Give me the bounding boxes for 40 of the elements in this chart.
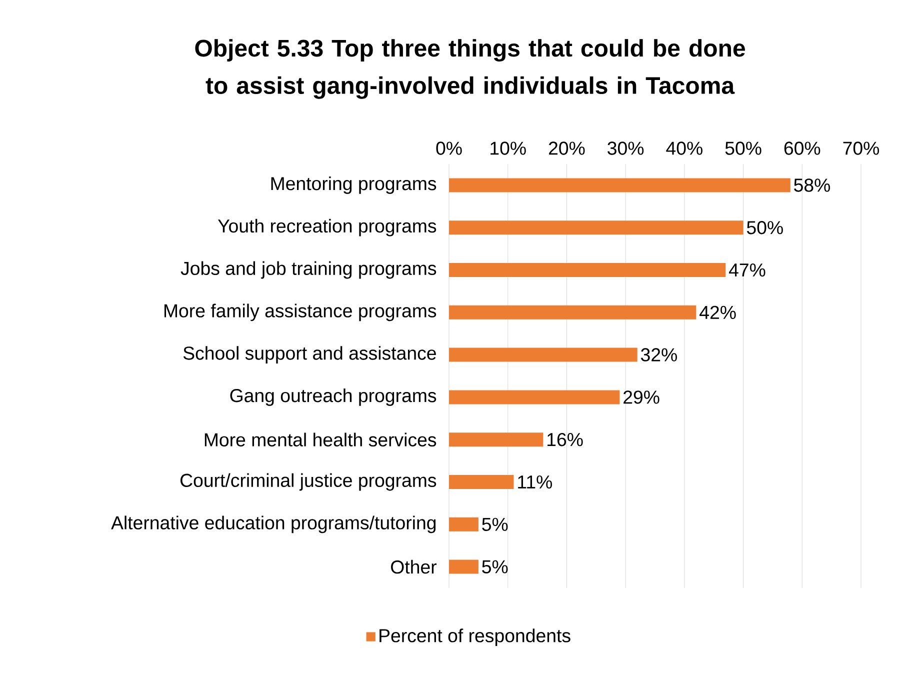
data-label: 11%: [518, 475, 552, 489]
x-tick-label: 10%: [490, 142, 526, 155]
y-tick-label: Other: [391, 560, 437, 574]
x-tick-label: 20%: [548, 142, 585, 155]
bar: [449, 474, 514, 489]
data-label: 16%: [548, 432, 583, 446]
x-tick-label: 50%: [725, 142, 762, 155]
bar: [449, 432, 544, 447]
bar: [449, 263, 726, 277]
y-tick-label: Court/criminal justice programs: [180, 473, 436, 491]
x-tick-label: 60%: [784, 142, 820, 155]
x-tick-label: 0%: [436, 142, 462, 155]
x-tick-label: 70%: [843, 142, 879, 155]
bar: [449, 348, 638, 362]
y-tick-label: Mentoring programs: [271, 176, 436, 194]
y-tick-label: School support and assistance: [183, 346, 436, 364]
bar: [449, 178, 790, 192]
x-tick-label: 40%: [666, 142, 702, 155]
legend-label: Percent of respondents: [380, 628, 570, 646]
bar: [449, 517, 478, 532]
bar: [449, 305, 696, 320]
x-tick-label: 30%: [608, 142, 644, 155]
bar: [449, 220, 744, 235]
y-tick-label: More mental health services: [204, 432, 436, 446]
data-label: 5%: [482, 518, 508, 531]
y-tick-label: Alternative education programs/tutoring: [111, 516, 436, 534]
chart-title: Object 5.33 Top three things that could be done to assist gang-involved individuals in Tacoma: [195, 39, 745, 99]
data-label: 50%: [746, 220, 783, 234]
y-tick-label: Youth recreation programs: [218, 218, 436, 236]
y-tick-label: Gang outreach programs: [230, 388, 436, 406]
data-label: 58%: [794, 178, 830, 192]
bar: [449, 390, 620, 404]
data-label: 32%: [640, 348, 677, 362]
data-label: 29%: [624, 390, 660, 404]
data-label: 47%: [728, 263, 766, 277]
data-label: 5%: [482, 560, 508, 574]
y-tick-label: More family assistance programs: [164, 304, 436, 322]
y-tick-label: Jobs and job training programs: [180, 261, 436, 279]
data-label: 42%: [700, 306, 736, 319]
bar: [449, 560, 478, 574]
